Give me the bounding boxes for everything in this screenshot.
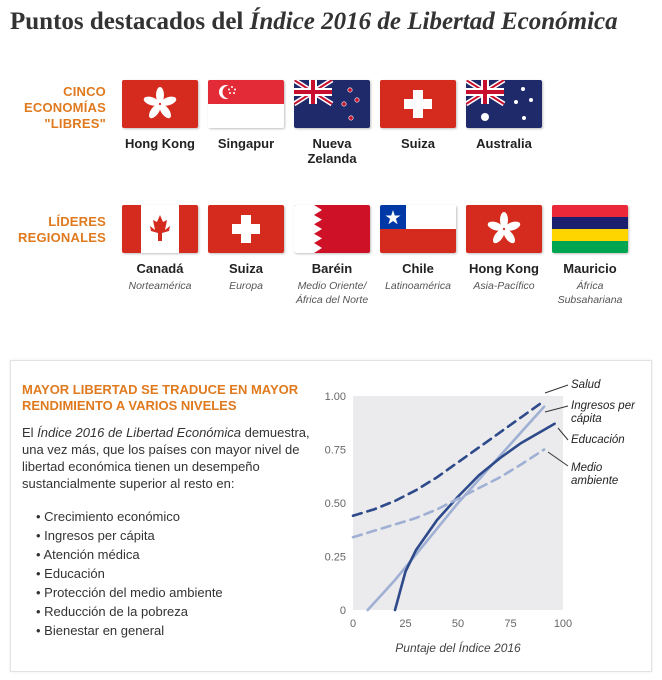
x-tick-label: 0: [350, 618, 356, 630]
country-name: Hong Kong: [468, 261, 540, 276]
y-tick-label: 1.00: [325, 391, 346, 403]
series-label: Educación: [571, 434, 625, 446]
country-bahrain: Baréin Medio Oriente/ África del Norte: [289, 205, 375, 307]
country-canada: Canadá Norteamérica: [117, 205, 203, 293]
label-line: REGIONALES: [18, 230, 106, 245]
country-name: Mauricio: [563, 261, 617, 276]
y-tick-label: 0.75: [325, 445, 346, 457]
list-item: Crecimiento económico: [36, 507, 223, 526]
country-singapore: Singapur: [203, 80, 289, 151]
free-economies-label: CINCO ECONOMÍAS "LIBRES": [24, 84, 106, 132]
x-tick-label: 25: [399, 618, 411, 630]
title-text: Puntos destacados del: [10, 8, 250, 35]
x-tick-label: 50: [452, 618, 464, 630]
country-name: Canadá: [136, 261, 184, 276]
country-switzerland: Suiza: [375, 80, 461, 151]
body-italic-text: Índice 2016 de Libertad Económica: [37, 425, 241, 440]
series-label: ambiente: [571, 475, 618, 487]
region-name: Europa: [229, 280, 263, 292]
regional-leaders-label: LÍDERES REGIONALES: [18, 214, 106, 246]
country-name: Suiza: [401, 136, 435, 151]
label-leader-line: [544, 405, 569, 413]
series-line-1: [366, 405, 546, 612]
country-australia: Australia: [461, 80, 547, 151]
region-name: Norteamérica: [128, 280, 192, 292]
panel-body: El Índice 2016 de Libertad Económica dem…: [22, 424, 317, 492]
switzerland-flag: [380, 80, 456, 128]
australia-flag: [466, 80, 542, 128]
country-name: Nueva Zelanda: [307, 136, 357, 166]
y-tick-label: 0.25: [325, 552, 346, 564]
x-tick-label: 100: [554, 618, 572, 630]
body-text: El: [22, 425, 38, 440]
country-hong-kong: Hong Kong Asia-Pacífico: [461, 205, 547, 293]
country-mauritius: Mauricio África Subsahariana: [547, 205, 633, 307]
label-line: LÍDERES: [48, 214, 106, 229]
country-name: Singapur: [217, 136, 275, 151]
country-name: Hong Kong: [124, 136, 196, 151]
series-line-2: [393, 422, 556, 612]
region-name: Asia-Pacífico: [473, 280, 535, 292]
list-item: Educación: [36, 564, 223, 583]
list-item: Ingresos per cápita: [36, 526, 223, 545]
country-chile: Chile Latinoamérica: [375, 205, 461, 293]
country-name: Baréin: [311, 261, 353, 276]
mauritius-flag: [552, 205, 628, 253]
list-item: Reducción de la pobreza: [36, 602, 223, 621]
benefits-list: Crecimiento económico Ingresos per cápit…: [36, 507, 223, 640]
x-tick-label: 75: [504, 618, 516, 630]
list-item: Atención médica: [36, 545, 223, 564]
region-name: Latinoamérica: [385, 280, 451, 292]
y-tick-label: 0: [340, 605, 346, 617]
label-line: "LIBRES": [44, 116, 106, 131]
switzerland-flag: [208, 205, 284, 253]
page-title: Puntos destacados del Índice 2016 de Lib…: [10, 8, 618, 36]
label-leader-line: [547, 451, 569, 467]
chile-flag: [380, 205, 456, 253]
hong-kong-flag: [122, 80, 198, 128]
label-leader-line: [557, 427, 569, 441]
label-line: CINCO: [63, 84, 106, 99]
label-line: ECONOMÍAS: [24, 100, 106, 115]
y-tick-label: 0.50: [325, 498, 346, 510]
list-item: Bienestar en general: [36, 621, 223, 640]
region-name: África Subsahariana: [557, 280, 623, 306]
country-name: Suiza: [229, 261, 263, 276]
canada-flag: [122, 205, 198, 253]
series-label: cápita: [571, 413, 602, 425]
title-italic-text: Índice 2016 de Libertad Económica: [249, 8, 618, 35]
series-line-0: [351, 401, 544, 518]
series-label: Medio: [571, 462, 603, 474]
country-new-zealand: Nueva Zelanda: [289, 80, 375, 166]
country-name: Australia: [476, 136, 532, 151]
hong-kong-flag: [466, 205, 542, 253]
region-name: Medio Oriente/ África del Norte: [295, 280, 369, 306]
list-item: Protección del medio ambiente: [36, 583, 223, 602]
label-leader-line: [544, 384, 569, 394]
singapore-flag: [208, 80, 284, 128]
new-zealand-flag: [294, 80, 370, 128]
series-label: Ingresos per: [571, 400, 636, 412]
body-text: demuestra, una vez más, que los países c…: [22, 425, 310, 491]
series-label: Salud: [571, 379, 601, 391]
x-axis-label: Puntaje del Índice 2016: [395, 640, 521, 655]
panel-title: MAYOR LIBERTAD SE TRADUCE EN MAYOR RENDI…: [22, 382, 299, 413]
country-hong-kong: Hong Kong: [117, 80, 203, 151]
country-switzerland: Suiza Europa: [203, 205, 289, 293]
bahrain-flag: [294, 205, 370, 253]
series-line-3: [351, 448, 546, 539]
country-name: Chile: [402, 261, 434, 276]
